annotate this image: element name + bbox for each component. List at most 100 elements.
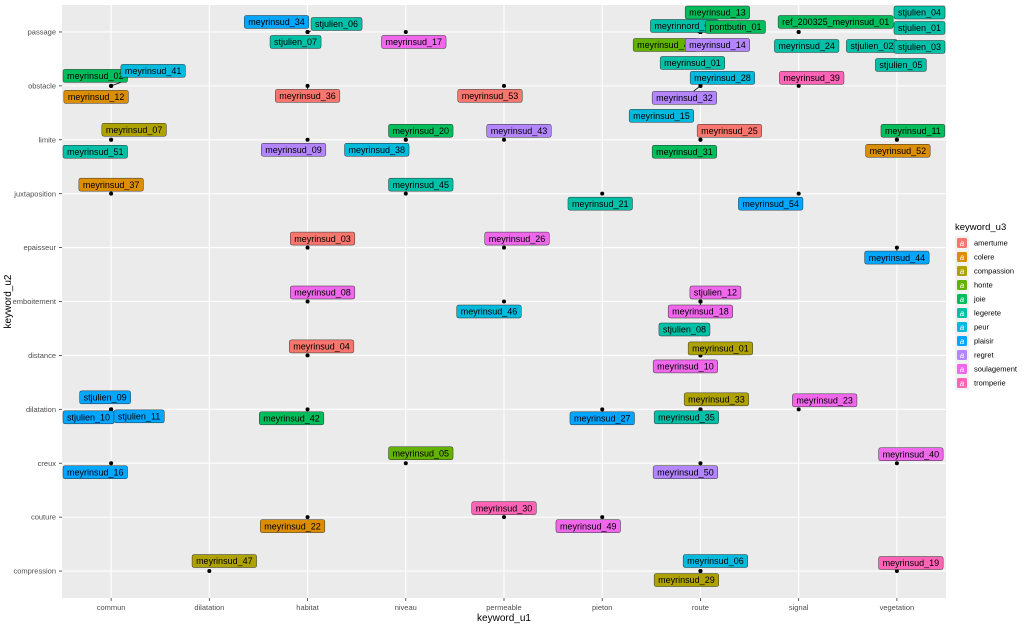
label-box bbox=[113, 409, 165, 424]
label-text: meyrinsud_35 bbox=[658, 413, 715, 423]
label-box bbox=[684, 38, 750, 52]
point-label-meyrinsud-27: meyrinsud_27 bbox=[569, 411, 635, 426]
label-text: meyrinsud_16 bbox=[67, 467, 124, 477]
legend-key-swatch bbox=[957, 364, 967, 374]
label-text: meyrinsud_40 bbox=[883, 449, 940, 459]
legend-label: joie bbox=[973, 295, 986, 304]
point-label-stjulien-03: stjulien_03 bbox=[893, 40, 946, 54]
label-text: stjulien_08 bbox=[663, 325, 706, 335]
point-label-meyrinsud-02: meyrinsud_02 bbox=[62, 69, 128, 83]
x-tick-label: vegetation bbox=[880, 603, 915, 612]
y-tick-label: passage bbox=[28, 28, 56, 37]
legend-label: regret bbox=[974, 351, 995, 360]
y-tick-label: compression bbox=[13, 567, 56, 576]
data-point bbox=[698, 461, 703, 466]
label-text: meyrinsud_02 bbox=[67, 71, 124, 81]
data-point bbox=[207, 569, 212, 574]
point-label-meyrinsud-46: meyrinsud_46 bbox=[456, 304, 522, 319]
label-text: stjulien_02 bbox=[850, 41, 893, 51]
label-text: meyrinsud_28 bbox=[694, 73, 751, 83]
point-label-meyrinsud-34: meyrinsud_34 bbox=[244, 15, 310, 29]
label-box bbox=[486, 124, 552, 138]
data-point bbox=[109, 407, 114, 412]
label-text: stjulien_04 bbox=[898, 8, 941, 18]
point-label-meyrinsud-05: meyrinsud_05 bbox=[388, 446, 454, 460]
label-text: meyrinsud_53 bbox=[462, 91, 519, 101]
legend-entry-tromperie: a tromperie bbox=[955, 376, 1006, 390]
label-box bbox=[388, 446, 454, 460]
label-text: meyrinsud_29 bbox=[658, 575, 715, 585]
label-box bbox=[120, 64, 186, 78]
label-box bbox=[777, 15, 894, 29]
label-box bbox=[705, 20, 766, 34]
label-text: meyrinsud_32 bbox=[656, 93, 713, 103]
data-point bbox=[698, 569, 703, 574]
data-point bbox=[502, 83, 506, 88]
label-text: meyrinsud_09 bbox=[265, 145, 322, 155]
label-text: meyrinsud_45 bbox=[393, 180, 450, 190]
label-text: meyrinsud_06 bbox=[687, 556, 744, 566]
label-text: meyrinsud_11 bbox=[885, 126, 941, 136]
label-box bbox=[893, 21, 946, 35]
label-text: meyrinsud_43 bbox=[491, 126, 548, 136]
legend-key-glyph: a bbox=[960, 351, 965, 360]
label-box bbox=[290, 285, 356, 300]
point-label-meyrinsud-45: meyrinsud_45 bbox=[388, 177, 454, 192]
legend-key-glyph: a bbox=[960, 281, 965, 290]
label-box bbox=[275, 89, 341, 103]
label-text: meyrinsud_41 bbox=[125, 66, 182, 76]
label-text: meyrinsud_08 bbox=[294, 288, 351, 298]
point-label-meyrinsud-01: meyrinsud_01 bbox=[659, 56, 725, 70]
label-box bbox=[880, 124, 946, 138]
data-point bbox=[698, 137, 703, 142]
data-point bbox=[305, 407, 310, 412]
label-text: meyrinsud_20 bbox=[393, 126, 450, 136]
data-point bbox=[403, 137, 408, 142]
legend-key-glyph: a bbox=[960, 239, 965, 248]
label-box bbox=[696, 124, 762, 138]
legend-label: compassion bbox=[974, 267, 1014, 276]
point-label-meyrinsud-53: meyrinsud_53 bbox=[457, 89, 523, 103]
label-box bbox=[658, 322, 711, 337]
x-tick-label: niveau bbox=[395, 603, 417, 612]
point-label-meyrinsud-28: meyrinsud_28 bbox=[689, 71, 755, 85]
label-box bbox=[774, 39, 840, 53]
label-box bbox=[689, 71, 755, 85]
point-label-meyrinsud-08: meyrinsud_08 bbox=[290, 285, 356, 300]
label-box bbox=[289, 339, 355, 354]
label-box bbox=[875, 58, 927, 72]
point-label-meyrinsud-42: meyrinsud_42 bbox=[259, 411, 325, 426]
data-point bbox=[109, 137, 114, 142]
point-label-meyrinsud-39: meyrinsud_39 bbox=[779, 71, 845, 85]
label-box bbox=[653, 573, 719, 587]
legend-label: colere bbox=[974, 253, 994, 262]
point-label-meyrinsud-43: meyrinsud_43 bbox=[486, 124, 552, 138]
data-point bbox=[403, 461, 408, 466]
label-box bbox=[779, 71, 845, 85]
point-label-meyrinsud-52: meyrinsud_52 bbox=[865, 144, 931, 158]
point-label-meyrinsud-11: meyrinsud_11 bbox=[880, 124, 946, 138]
data-point bbox=[894, 245, 899, 250]
label-text: meyrinsud_38 bbox=[349, 145, 406, 155]
point-label-stjulien-11: stjulien_11 bbox=[113, 409, 165, 424]
label-box bbox=[684, 5, 750, 20]
legend-key-swatch bbox=[957, 308, 967, 318]
point-label-meyrinsud-19: meyrinsud_19 bbox=[878, 556, 944, 570]
point-label-meyrinsud-36: meyrinsud_36 bbox=[275, 89, 341, 103]
y-tick-label: limite bbox=[38, 135, 56, 144]
data-point bbox=[796, 29, 801, 34]
label-box bbox=[310, 17, 363, 31]
label-box bbox=[893, 40, 946, 54]
label-box bbox=[471, 501, 537, 515]
point-label-meyrinsud-37: meyrinsud_37 bbox=[78, 177, 144, 192]
point-label-meyrinsud-14: meyrinsud_14 bbox=[684, 38, 750, 52]
label-box bbox=[738, 196, 804, 211]
legend-label: honte bbox=[974, 281, 993, 290]
point-label-meyrinsud-01: meyrinsud_01 bbox=[687, 341, 753, 356]
legend-entry-plaisir: a plaisir bbox=[955, 334, 994, 348]
label-box bbox=[652, 359, 718, 374]
label-text: meyrinsud_15 bbox=[633, 111, 690, 121]
